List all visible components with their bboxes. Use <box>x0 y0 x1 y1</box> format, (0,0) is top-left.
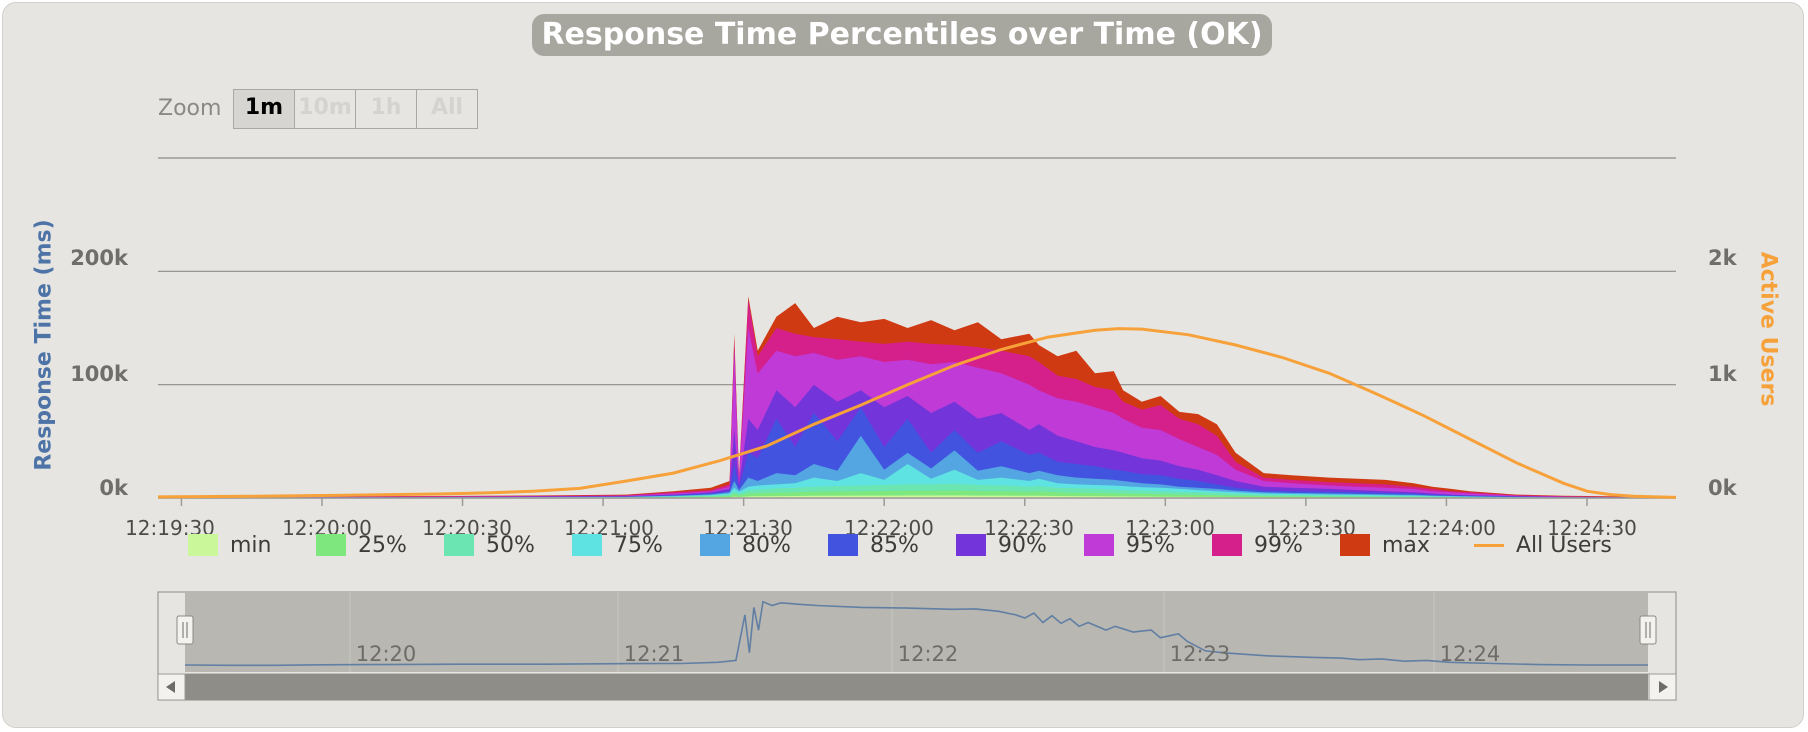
legend-swatch-max <box>1340 534 1370 556</box>
x-tick-12-23-00: 12:23:00 <box>1125 516 1215 540</box>
zoom-button-all[interactable]: All <box>417 90 477 128</box>
legend-item-95[interactable]: 95% <box>1084 530 1175 560</box>
navigator-handle-right <box>1639 615 1657 645</box>
legend-swatch-75 <box>572 534 602 556</box>
area-80pct <box>158 435 1676 498</box>
legend-item-50[interactable]: 50% <box>444 530 535 560</box>
zoom-button-10m[interactable]: 10m <box>295 90 356 128</box>
series-line-all-users <box>157 327 1677 499</box>
legend-label-min: min <box>230 532 272 558</box>
legend-label-50: 50% <box>486 532 535 558</box>
legend-label-85: 85% <box>870 532 919 558</box>
zoom-button-1h[interactable]: 1h <box>356 90 417 128</box>
y-left-tick-100k: 100k <box>70 362 128 386</box>
x-tick-12-24-30: 12:24:30 <box>1547 516 1637 540</box>
chart-title: Response Time Percentiles over Time (OK) <box>541 17 1263 52</box>
x-tick-12-22-00: 12:22:00 <box>844 516 934 540</box>
area-85pct <box>158 407 1676 498</box>
zoom-button-1m[interactable]: 1m <box>234 90 295 128</box>
y-left-tick-200k: 200k <box>70 246 128 270</box>
navigator-tick-12-22: 12:22 <box>897 642 959 666</box>
legend-item-max[interactable]: max <box>1340 530 1430 560</box>
legend-swatch-99 <box>1212 534 1242 556</box>
zoom-label: Zoom <box>158 96 222 121</box>
scrollbar-right-arrow-icon <box>1659 681 1668 693</box>
scrollbar-thumb <box>185 674 1648 700</box>
y-right-tick-0k: 0k <box>1708 476 1737 500</box>
legend-label-max: max <box>1382 532 1430 558</box>
chart-title-background <box>532 14 1272 56</box>
zoom-button-group: 1m 10m 1h All <box>233 89 478 129</box>
navigator-series-line <box>184 600 1648 667</box>
legend-label-99: 99% <box>1254 532 1303 558</box>
legend-swatch-85 <box>828 534 858 556</box>
navigator-tick-12-21: 12:21 <box>623 642 685 666</box>
legend-line-all-users <box>1474 543 1504 547</box>
legend-item-all-users[interactable]: All Users <box>1474 530 1612 560</box>
legend-label-25: 25% <box>358 532 407 558</box>
legend-item-75[interactable]: 75% <box>572 530 663 560</box>
y-left-tick-0k: 0k <box>99 476 128 500</box>
legend-label-95: 95% <box>1126 532 1175 558</box>
navigator-window <box>185 592 1648 672</box>
y-axis-left-title: Response Time (ms) <box>31 219 57 471</box>
y-axis-right-title: Active Users <box>1755 251 1781 407</box>
legend-label-90: 90% <box>998 532 1047 558</box>
legend-swatch-min <box>188 534 218 556</box>
navigator-tick-12-24: 12:24 <box>1439 642 1501 666</box>
y-right-tick-2k: 2k <box>1708 246 1737 270</box>
area-min <box>158 495 1676 498</box>
legend-swatch-80 <box>700 534 730 556</box>
area-75pct <box>158 464 1676 498</box>
navigator-handle-left <box>176 615 194 645</box>
navigator-tick-12-23: 12:23 <box>1169 642 1231 666</box>
legend-swatch-95 <box>1084 534 1114 556</box>
chart-legend: min 25% 50% 75% 80% 85% 90% 95% 99% max … <box>188 530 1638 560</box>
legend-swatch-25 <box>316 534 346 556</box>
area-25pct <box>158 490 1676 498</box>
legend-label-75: 75% <box>614 532 663 558</box>
legend-swatch-50 <box>444 534 474 556</box>
y-right-tick-1k: 1k <box>1708 362 1737 386</box>
navigator-tick-12-20: 12:20 <box>355 642 417 666</box>
scrollbar-left-arrow-icon <box>166 681 175 693</box>
x-tick-12-22-30: 12:22:30 <box>984 516 1074 540</box>
legend-item-90[interactable]: 90% <box>956 530 1047 560</box>
legend-item-80[interactable]: 80% <box>700 530 791 560</box>
legend-item-85[interactable]: 85% <box>828 530 919 560</box>
legend-item-25[interactable]: 25% <box>316 530 407 560</box>
legend-item-min[interactable]: min <box>188 530 272 560</box>
legend-item-99[interactable]: 99% <box>1212 530 1303 560</box>
legend-swatch-90 <box>956 534 986 556</box>
legend-label-80: 80% <box>742 532 791 558</box>
legend-label-all-users: All Users <box>1516 532 1612 558</box>
x-tick-12-24-00: 12:24:00 <box>1406 516 1496 540</box>
